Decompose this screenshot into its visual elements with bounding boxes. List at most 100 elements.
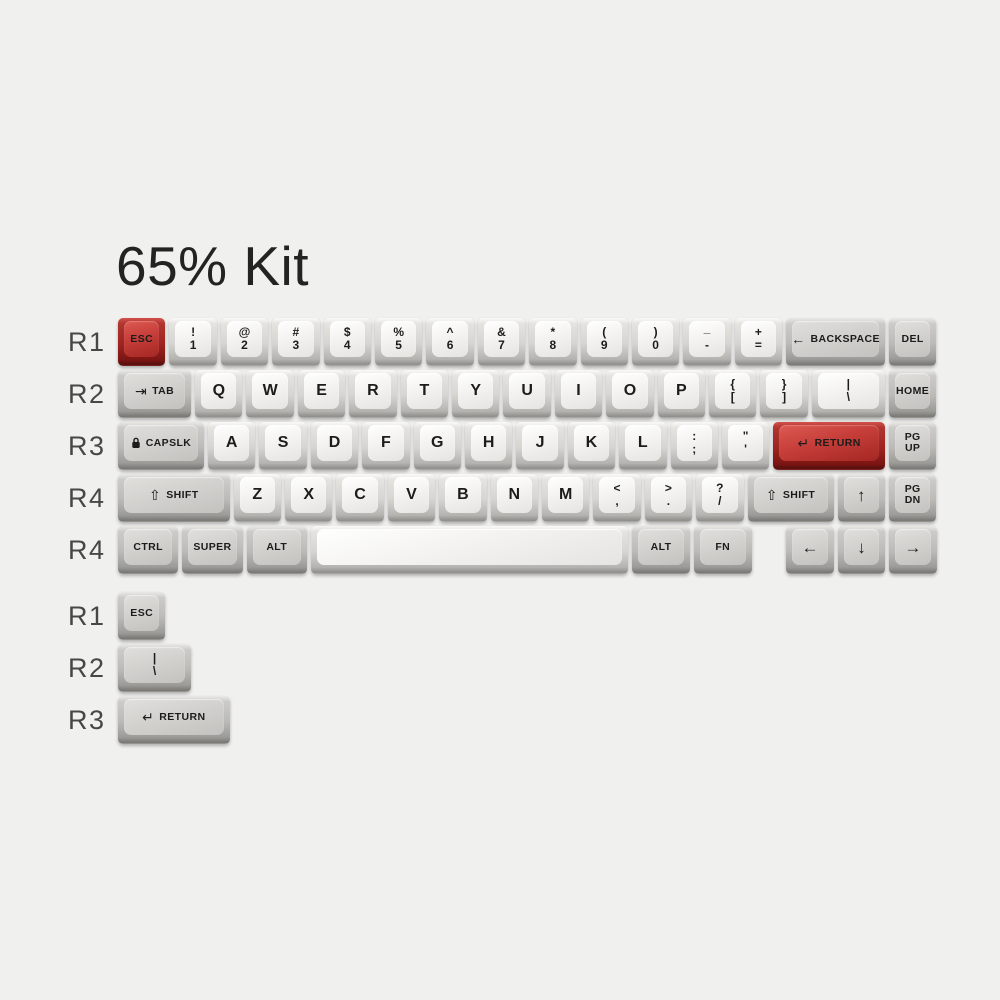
key-label-m: M [558, 486, 573, 503]
key-label-2: @2 [239, 326, 251, 352]
key-label-fn: FN [715, 541, 731, 553]
key-label-z: Z [252, 486, 263, 503]
key-o: O [606, 370, 654, 418]
right-icon: → [904, 537, 922, 557]
key-label-top-pgup: PG [904, 431, 921, 443]
keycap-top-ctrl: CTRL [124, 529, 173, 565]
key-row-main-r2-1: R2 ⇥ TAB Q W E R T Y U I O P {[}] | \ HOME [68, 370, 937, 418]
key-d: D [310, 422, 359, 470]
keycap-top-6: ^ 6 [432, 321, 468, 357]
keycap-top-esc-alt: ESC [124, 595, 160, 631]
key-m: M [541, 474, 590, 522]
key-label-d: D [328, 434, 341, 451]
key-label-bottom-slash: / [718, 494, 722, 508]
keycap-top-rbracket: }] [766, 373, 802, 409]
key-label-o: O [623, 382, 637, 399]
keycap-top-e: E [303, 373, 340, 409]
key-label-top-equals: + [754, 325, 762, 339]
keycap-top-o: O [612, 373, 648, 409]
key-label-quote: " ' [743, 430, 749, 456]
keycap-top-quote: " ' [727, 425, 764, 461]
key-label-bottom-8: 8 [549, 338, 557, 352]
key-super: SUPER [182, 526, 243, 574]
keycap-top-z: Z [239, 477, 275, 513]
key-label-bottom-backslash: \ [846, 390, 850, 404]
key-row-main-r4-4: R4 CTRL SUPER ALT ALT FN ← ↓ → [68, 526, 937, 574]
key-0: ) 0 [631, 318, 680, 366]
key-label-text-return-alt: RETURN [159, 711, 206, 723]
left-icon: ← [801, 537, 819, 557]
key-label-lshift: ⇧ SHIFT [149, 488, 198, 502]
key-label-r: R [367, 382, 379, 399]
keycap-top-p: P [663, 373, 699, 409]
key-up: ↑ [837, 474, 885, 522]
keycap-top-h: H [470, 425, 507, 461]
key-label-5: % 5 [393, 326, 404, 352]
keycap-top-c: C [342, 477, 378, 513]
keycap-top-m: M [547, 477, 584, 513]
key-gap [756, 526, 783, 574]
key-semicolon: :; [670, 422, 718, 470]
key-label-1: ! 1 [190, 326, 197, 352]
key-pgdn: PG DN [888, 474, 937, 522]
keycap-top-8: * 8 [535, 321, 571, 357]
row-label: R3 [68, 431, 106, 461]
key-label-text-rshift: SHIFT [782, 489, 816, 501]
key-7: & 7 [477, 318, 526, 366]
row-label: R2 [68, 379, 106, 409]
key-row-extra-r1: R1 ESC [68, 592, 166, 640]
key-label-return-alt: ↵ RETURN [142, 710, 205, 724]
key-label-lalt: ALT [266, 541, 288, 553]
keycap-top-semicolon: :; [676, 425, 712, 461]
keycap-top-s: S [265, 425, 301, 461]
return-icon: ↵ [797, 435, 810, 451]
key-label-bottom-comma: , [615, 494, 619, 508]
keycap-top-j: J [522, 425, 558, 461]
keycap-top-minus: _ - [689, 321, 725, 357]
key-label-bottom-equals: = [754, 338, 762, 352]
key-slash: ? / [696, 474, 744, 522]
key-equals: + = [734, 318, 783, 366]
key-tab: ⇥ TAB [118, 370, 192, 418]
key-j: J [516, 422, 564, 470]
key-label-w: W [262, 382, 278, 399]
key-label-equals: + = [755, 326, 762, 352]
key-label-8: * 8 [549, 326, 556, 352]
keycap-top-4: $4 [329, 321, 365, 357]
key-r: R [349, 370, 397, 418]
key-label-backspace: ← BACKSPACE [791, 332, 880, 346]
key-ralt: ALT [632, 526, 690, 574]
key-label-u: U [521, 382, 533, 399]
keycap-top-lalt: ALT [252, 529, 301, 565]
keycap-top-d: D [316, 425, 353, 461]
key-label-bottom-period: . [666, 494, 671, 508]
key-pgup: PG UP [888, 422, 937, 470]
keycap-top-2: @2 [226, 321, 263, 357]
key-label-top-period: > [664, 481, 672, 495]
keycap-top-1: ! 1 [175, 321, 211, 357]
keycap-top-u: U [509, 373, 545, 409]
key-f: F [362, 422, 410, 470]
key-label-bottom-7: 7 [498, 338, 505, 352]
key-label-top-0: ) [653, 325, 658, 339]
key-esc-alt: ESC [118, 592, 166, 640]
key-label-c: C [354, 486, 366, 503]
keycap-top-slash: ? / [702, 477, 738, 513]
key-k: K [567, 422, 616, 470]
key-label-text-tab: TAB [152, 385, 175, 397]
row-label: R3 [68, 705, 106, 735]
key-label-esc: ESC [130, 333, 154, 345]
keycap-top-ralt: ALT [638, 529, 684, 565]
shift-icon: ⇧ [765, 487, 778, 503]
key-label-top-3: # [292, 325, 300, 339]
key-row-main-r4-3: R4 ⇧ SHIFT Z X C V B N M <, >.? / ⇧ SHIFT ↑ PG DN [68, 474, 937, 522]
key-label-top-rbracket: } [781, 377, 787, 391]
keycap-top-g: G [419, 425, 455, 461]
key-label-top-6: ^ [446, 325, 454, 339]
shift-icon: ⇧ [149, 487, 162, 503]
key-label-text-capslock: CAPSLK [145, 437, 192, 449]
key-label-bottom-6: 6 [446, 338, 454, 352]
kit-title: 65% Kit [116, 235, 310, 297]
key-label-top-backslash-alt: | [152, 651, 157, 665]
key-comma: <, [593, 474, 641, 522]
